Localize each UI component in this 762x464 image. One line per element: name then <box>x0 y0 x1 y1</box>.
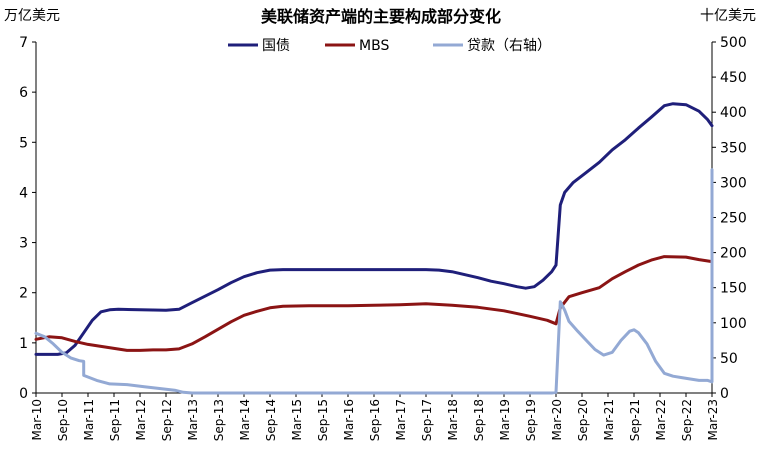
x-tick-label: Mar-12 <box>134 399 148 440</box>
series-line-2 <box>34 168 714 395</box>
y-right-tick-label: 250 <box>720 211 747 227</box>
y-left-tick-label: 6 <box>19 85 28 101</box>
x-tick-label: Sep-11 <box>108 399 122 441</box>
y-right-tick-label: 200 <box>720 246 747 262</box>
x-tick-label: Mar-16 <box>342 399 356 440</box>
y-right-tick-label: 400 <box>720 105 747 121</box>
x-tick-label: Mar-23 <box>706 399 720 440</box>
y-right-tick-label: 300 <box>720 175 747 191</box>
y-left-tick-label: 1 <box>19 336 28 352</box>
series-line-0 <box>34 102 714 356</box>
chart-title: 美联储资产端的主要构成部分变化 <box>261 7 501 26</box>
x-tick-label: Mar-15 <box>290 399 304 440</box>
series-layer <box>34 102 714 395</box>
y-left-tick-label: 7 <box>19 35 28 51</box>
x-tick-label: Mar-14 <box>238 399 252 440</box>
x-tick-label: Mar-10 <box>30 399 44 440</box>
y-right-tick-label: 150 <box>720 281 747 297</box>
x-tick-label: Mar-17 <box>394 399 408 440</box>
x-tick-label: Mar-20 <box>550 399 564 440</box>
legend-label-0: 国债 <box>262 38 290 54</box>
x-tick-label: Sep-19 <box>524 399 538 441</box>
axes: 0 1 2 3 4 5 6 7 0 50 100 150 200 250 300 350 400 450 500 Ma… <box>19 35 747 441</box>
x-tick-label: Mar-21 <box>602 399 616 440</box>
y-left-tick-label: 4 <box>19 185 28 201</box>
y-right-tick-label: 500 <box>720 35 747 51</box>
x-tick-label: Sep-18 <box>472 399 486 441</box>
y-left-tick-label: 0 <box>19 386 28 402</box>
x-tick-label: Sep-21 <box>628 399 642 441</box>
y-left-tick-label: 5 <box>19 135 28 151</box>
x-tick-label: Sep-22 <box>680 399 694 441</box>
series-line-1 <box>34 255 714 352</box>
y-right-tick-label: 350 <box>720 140 747 156</box>
y-axis-left-label: 万亿美元 <box>4 8 60 24</box>
x-tick-label: Sep-16 <box>368 399 382 441</box>
y-right-tick-label: 0 <box>720 386 729 402</box>
y-right-tick-label: 450 <box>720 70 747 86</box>
x-tick-label: Mar-11 <box>82 399 96 440</box>
x-tick-label: Sep-15 <box>316 399 330 441</box>
legend: 国债 MBS 贷款（右轴） <box>228 38 551 54</box>
x-tick-label: Mar-22 <box>654 399 668 440</box>
legend-label-2: 贷款（右轴） <box>467 38 551 54</box>
x-tick-label: Sep-14 <box>264 399 278 441</box>
y-left-tick-label: 2 <box>19 286 28 302</box>
x-tick-label: Sep-13 <box>212 399 226 441</box>
y-left-tick-label: 3 <box>19 236 28 252</box>
legend-label-1: MBS <box>359 38 389 54</box>
x-tick-label: Mar-19 <box>498 399 512 440</box>
y-right-tick-label: 50 <box>720 351 738 367</box>
x-tick-label: Mar-18 <box>446 399 460 440</box>
x-tick-label: Sep-12 <box>160 399 174 441</box>
x-tick-label: Sep-17 <box>420 399 434 441</box>
y-right-tick-label: 100 <box>720 316 747 332</box>
x-tick-label: Sep-10 <box>56 399 70 441</box>
x-tick-label: Sep-20 <box>576 399 590 441</box>
x-tick-label: Mar-13 <box>186 399 200 440</box>
y-axis-right-label: 十亿美元 <box>700 8 756 24</box>
